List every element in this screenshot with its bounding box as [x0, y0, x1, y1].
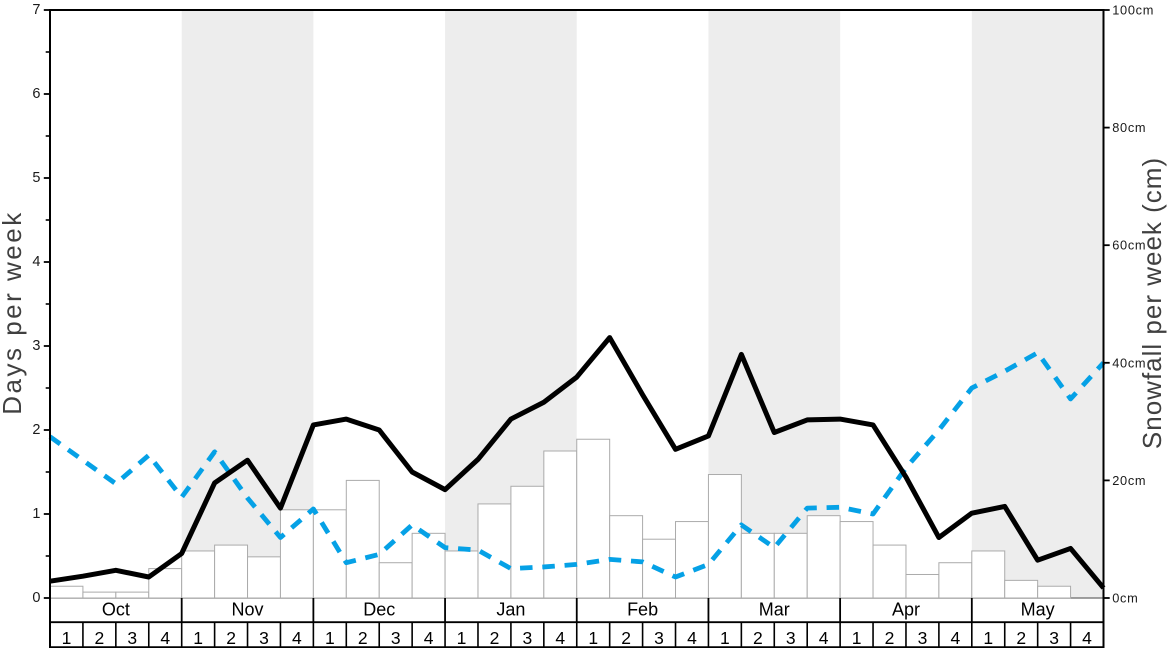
- svg-text:1: 1: [325, 628, 335, 648]
- svg-text:Apr: Apr: [892, 600, 920, 620]
- svg-text:3: 3: [786, 628, 796, 648]
- svg-text:3: 3: [127, 628, 137, 648]
- svg-text:3: 3: [654, 628, 664, 648]
- svg-text:2: 2: [1016, 628, 1026, 648]
- svg-text:1: 1: [983, 628, 993, 648]
- svg-text:4: 4: [160, 628, 170, 648]
- svg-text:2: 2: [358, 628, 368, 648]
- svg-text:1: 1: [457, 628, 467, 648]
- svg-text:Oct: Oct: [102, 600, 130, 620]
- svg-text:0: 0: [32, 590, 40, 606]
- svg-text:80cm: 80cm: [1112, 120, 1146, 135]
- svg-text:7: 7: [32, 2, 40, 18]
- svg-text:100cm: 100cm: [1112, 3, 1154, 18]
- svg-text:1: 1: [62, 628, 72, 648]
- svg-text:3: 3: [32, 338, 40, 354]
- svg-text:Nov: Nov: [232, 600, 264, 620]
- svg-text:1: 1: [193, 628, 203, 648]
- svg-text:2: 2: [226, 628, 236, 648]
- svg-text:6: 6: [32, 86, 40, 102]
- svg-text:3: 3: [1049, 628, 1059, 648]
- svg-text:May: May: [1021, 600, 1055, 620]
- svg-text:1: 1: [720, 628, 730, 648]
- svg-text:3: 3: [918, 628, 928, 648]
- svg-text:3: 3: [523, 628, 533, 648]
- svg-text:60cm: 60cm: [1112, 238, 1146, 253]
- svg-text:Feb: Feb: [627, 600, 658, 620]
- svg-text:20cm: 20cm: [1112, 473, 1146, 488]
- svg-text:5: 5: [32, 170, 40, 186]
- svg-text:4: 4: [1082, 628, 1092, 648]
- svg-text:4: 4: [819, 628, 829, 648]
- svg-text:40cm: 40cm: [1112, 355, 1146, 370]
- svg-text:4: 4: [32, 254, 40, 270]
- svg-text:0cm: 0cm: [1112, 591, 1138, 606]
- svg-text:2: 2: [621, 628, 631, 648]
- svg-text:2: 2: [95, 628, 105, 648]
- svg-text:4: 4: [950, 628, 960, 648]
- svg-text:Snowfall per week (cm): Snowfall per week (cm): [1137, 157, 1167, 449]
- svg-text:2: 2: [32, 422, 40, 438]
- svg-text:2: 2: [490, 628, 500, 648]
- svg-text:2: 2: [753, 628, 763, 648]
- svg-text:Dec: Dec: [363, 600, 395, 620]
- svg-text:3: 3: [391, 628, 401, 648]
- svg-text:Days per week: Days per week: [0, 210, 27, 414]
- svg-text:4: 4: [555, 628, 565, 648]
- svg-text:3: 3: [259, 628, 269, 648]
- svg-text:4: 4: [424, 628, 434, 648]
- svg-text:1: 1: [32, 506, 40, 522]
- svg-text:Jan: Jan: [496, 600, 525, 620]
- svg-text:1: 1: [588, 628, 598, 648]
- svg-text:1: 1: [852, 628, 862, 648]
- svg-text:4: 4: [292, 628, 302, 648]
- svg-text:4: 4: [687, 628, 697, 648]
- svg-text:2: 2: [885, 628, 895, 648]
- svg-text:Mar: Mar: [759, 600, 790, 620]
